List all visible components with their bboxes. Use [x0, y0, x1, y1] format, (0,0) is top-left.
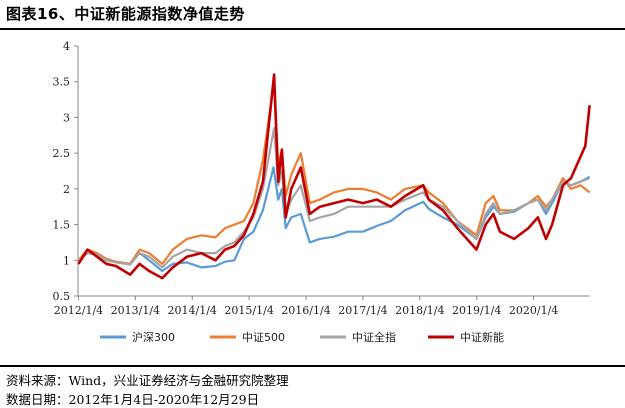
x-tick-label: 2017/1/4 [338, 304, 387, 317]
y-tick-label: 3.5 [53, 76, 71, 89]
legend-label-zzxny: 中证新能 [460, 330, 504, 344]
x-tick-label: 2020/1/4 [509, 304, 558, 317]
x-tick-label: 2016/1/4 [281, 304, 330, 317]
x-tick-label: 2014/1/4 [168, 304, 217, 317]
line-chart: 0.5 1 1.5 2 2.5 3 3.5 4 2012/1/4 2013/1/4 2014/1/4… [53, 40, 591, 344]
x-tick-label: 2012/1/4 [54, 304, 103, 317]
y-tick-label: 3 [63, 111, 70, 124]
y-tick-label: 4 [63, 40, 70, 53]
top-rule [0, 28, 625, 30]
y-tick-label: 0.5 [53, 290, 71, 303]
bottom-rule [0, 365, 625, 367]
x-tick-label: 2015/1/4 [224, 304, 273, 317]
series-line-hs300 [77, 166, 591, 273]
x-tick-label: 2018/1/4 [395, 304, 444, 317]
y-tick-label: 1 [63, 254, 70, 267]
chart-title: 图表16、中证新能源指数净值走势 [6, 5, 245, 23]
series-line-zzxny [77, 73, 591, 280]
legend-label-zzqz: 中证全指 [352, 330, 396, 344]
y-tick-label: 2.5 [53, 147, 71, 160]
x-tick-label: 2019/1/4 [452, 304, 501, 317]
series-line-zzqz [77, 126, 591, 269]
y-tick-label: 1.5 [53, 219, 71, 232]
legend-label-hs300: 沪深300 [132, 330, 175, 344]
source-note: 资料来源：Wind，兴业证券经济与金融研究院整理 [6, 373, 289, 388]
x-tick-label: 2013/1/4 [111, 304, 160, 317]
date-note: 数据日期：2012年1月4日-2020年12月29日 [6, 392, 260, 407]
legend-label-zz500: 中证500 [242, 331, 285, 344]
y-tick-label: 2 [63, 183, 70, 196]
